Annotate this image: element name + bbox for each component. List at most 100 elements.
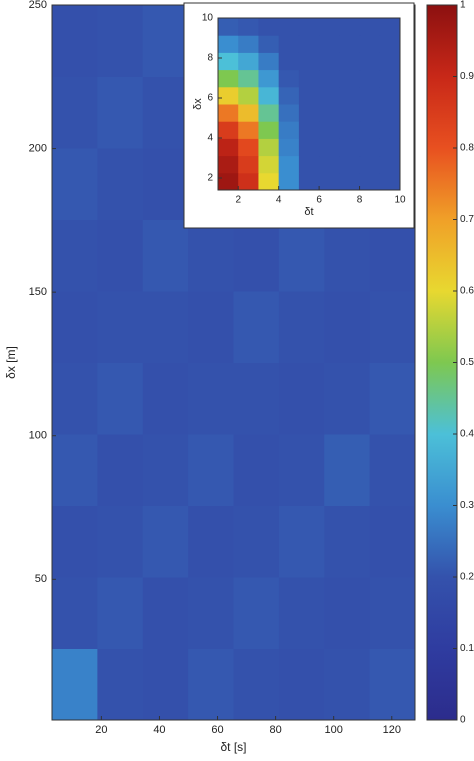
heat-cell [369,291,416,363]
heat-cell [188,219,234,292]
y-tick-label: 100 [29,430,47,442]
heat-cell [52,219,98,292]
heat-cell [339,69,361,88]
x-tick-label: 40 [153,724,165,736]
heat-cell [319,104,340,122]
y-tick-label: 2 [207,173,213,184]
colorbar [426,4,458,721]
heat-cell [218,69,239,88]
heat-cell [97,505,144,578]
heat-cell [238,18,259,36]
heat-cell [339,104,361,122]
heat-cell [339,172,361,191]
heat-cell [379,35,401,53]
heat-cell [238,104,259,122]
heat-cell [97,5,144,77]
heat-cell [258,104,280,122]
heat-cell [218,104,239,122]
heat-cell [188,577,234,649]
heat-cell [324,291,371,363]
heat-cell [238,35,259,53]
colorbar-tick-label: 0 [460,715,466,726]
heat-cell [359,35,381,53]
heat-cell [379,172,401,191]
heat-cell [359,121,381,139]
heat-cell [359,104,381,122]
heat-cell [298,172,320,191]
heat-cell [258,35,280,53]
heat-cell [52,577,98,649]
heat-cell [52,76,98,149]
y-axis-label: δx [192,98,204,110]
heat-cell [324,577,371,649]
heat-cell [278,18,300,36]
heat-cell [339,35,361,53]
heat-cell [278,86,300,105]
heat-cell [319,138,340,157]
heat-cell [97,648,144,721]
heat-cell [298,121,320,139]
heat-cell [379,18,401,36]
heat-cell [278,648,325,721]
heat-cell [298,52,320,71]
heat-cell [233,291,280,363]
heat-cell [359,52,381,71]
heat-cell [238,52,259,71]
heat-cell [238,121,259,139]
colorbar-tick-label: 0.2 [460,572,474,583]
heat-cell [188,434,234,506]
heat-cell [218,172,239,191]
x-tick-label: 8 [357,195,363,206]
heat-cell [218,121,239,139]
colorbar-tick-label: 0.1 [460,643,474,654]
x-tick-label: 2 [235,195,241,206]
heat-cell [238,86,259,105]
heat-cell [142,148,189,220]
heat-cell [97,219,144,292]
heat-cell [319,18,340,36]
heat-cell [339,138,361,157]
colorbar-tick-label: 0.8 [460,143,474,154]
heat-cell [359,172,381,191]
heat-cell [324,362,371,435]
heat-cell [278,138,300,157]
y-tick-label: 4 [207,133,213,144]
y-tick-label: 50 [35,573,47,585]
heat-cell [52,291,98,363]
heat-cell [319,121,340,139]
heat-cell [97,577,144,649]
heat-cell [142,505,189,578]
heat-cell [218,138,239,157]
x-tick-label: 6 [316,195,322,206]
heat-cell [258,155,280,174]
heat-cell [319,35,340,53]
heat-cell [52,5,98,77]
heat-cell [379,138,401,157]
heat-cell [52,148,98,220]
heat-cell [142,577,189,649]
colorbar-tick-label: 0.3 [460,500,474,511]
colorbar-tick-label: 1 [460,0,466,11]
heat-cell [142,291,189,363]
heat-cell [324,648,371,721]
heat-cell [233,505,280,578]
x-tick-label: 80 [269,724,281,736]
heat-cell [278,172,300,191]
heat-cell [52,434,98,506]
heat-cell [359,86,381,105]
y-axis-label: δx [m] [4,346,18,379]
heat-cell [278,69,300,88]
x-axis-label: δt [304,206,313,218]
heat-cell [218,18,239,36]
x-axis-label: δt [s] [220,740,246,754]
x-tick-label: 10 [394,195,406,206]
heat-cell [319,155,340,174]
heat-cell [379,155,401,174]
heat-cell [298,155,320,174]
heat-cell [218,86,239,105]
heat-cell [233,362,280,435]
heat-cell [142,76,189,149]
axes-box [217,17,401,191]
